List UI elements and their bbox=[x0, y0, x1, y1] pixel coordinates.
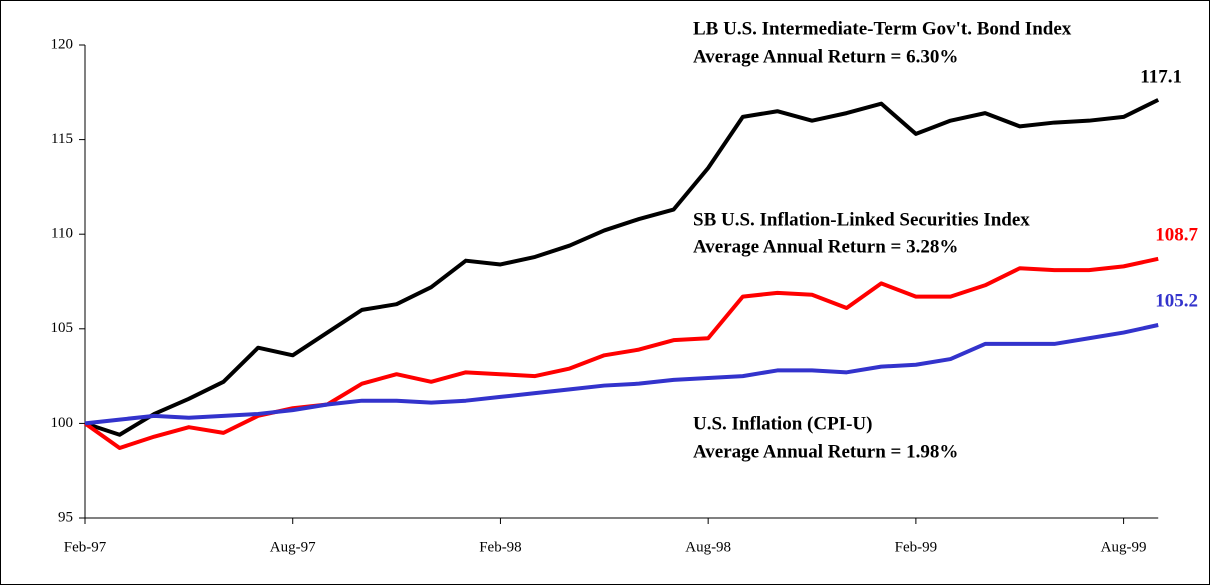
end-value-label: 117.1 bbox=[1140, 66, 1182, 87]
x-tick-label: Feb-99 bbox=[895, 539, 938, 555]
x-tick-label: Aug-99 bbox=[1101, 539, 1147, 555]
x-tick-label: Aug-97 bbox=[270, 539, 316, 555]
y-tick-label: 120 bbox=[51, 36, 74, 52]
series-annotation: Average Annual Return = 6.30% bbox=[693, 46, 958, 67]
x-tick-label: Feb-98 bbox=[479, 539, 522, 555]
end-value-label: 105.2 bbox=[1155, 290, 1198, 311]
x-tick-label: Feb-97 bbox=[64, 539, 107, 555]
series-annotation: Average Annual Return = 3.28% bbox=[693, 236, 958, 257]
y-tick-label: 115 bbox=[51, 131, 73, 147]
series-annotation: Average Annual Return = 1.98% bbox=[693, 441, 958, 462]
x-tick-label: Aug-98 bbox=[685, 539, 731, 555]
series-name: LB U.S. Intermediate-Term Gov't. Bond In… bbox=[693, 18, 1072, 39]
y-tick-label: 100 bbox=[51, 415, 74, 431]
y-tick-label: 110 bbox=[51, 226, 73, 242]
series-name: U.S. Inflation (CPI-U) bbox=[693, 413, 872, 434]
series-line bbox=[84, 98, 1160, 437]
y-tick-label: 95 bbox=[58, 509, 73, 525]
end-value-label: 108.7 bbox=[1155, 224, 1198, 245]
series-line bbox=[84, 323, 1159, 426]
series-name: SB U.S. Inflation-Linked Securities Inde… bbox=[693, 209, 1030, 230]
y-tick-label: 105 bbox=[51, 320, 74, 336]
